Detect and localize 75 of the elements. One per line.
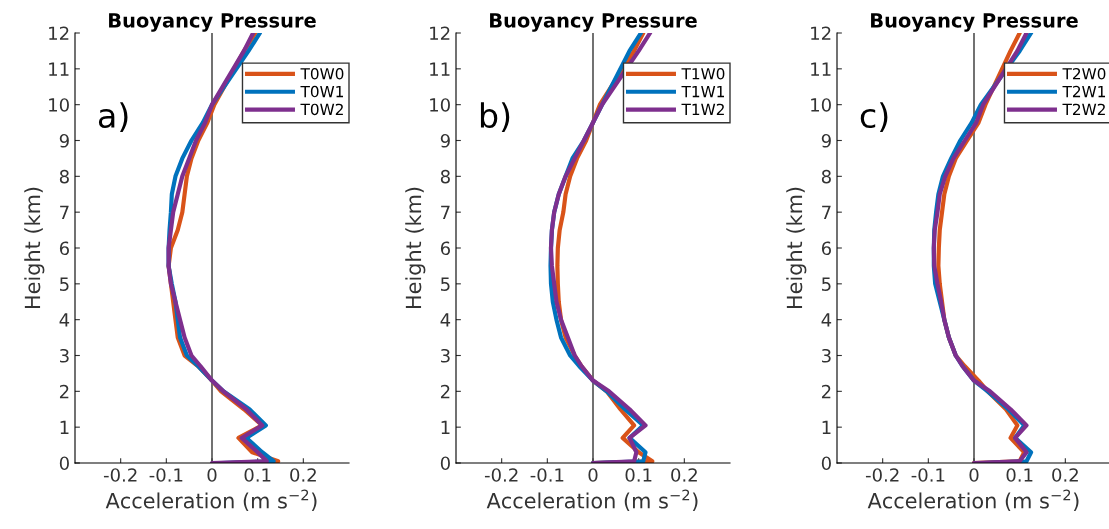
x-tick-label: 0.1: [244, 468, 271, 482]
y-axis-title: Height (km): [405, 187, 426, 309]
x-axis-title: Acceleration (m s$^{−2}$): [867, 489, 1079, 512]
y-tick-label: 8: [821, 169, 831, 184]
chart-title: Buoyancy Pressure: [109, 13, 316, 32]
y-tick-label: 8: [440, 169, 450, 184]
y-tick-label: 0: [59, 456, 69, 471]
y-tick-label: 4: [440, 313, 451, 327]
x-tick-label: 0: [588, 468, 598, 482]
x-tick-label: 0: [207, 468, 217, 482]
x-axis-title: Acceleration (m s$^{−2}$): [105, 489, 317, 512]
x-tick-label: 0.2: [1052, 468, 1078, 482]
legend-label: T1W0: [681, 67, 725, 80]
y-tick-label: 12: [49, 26, 69, 40]
y-tick-label: 7: [822, 205, 831, 220]
y-tick-label: 1: [441, 420, 450, 435]
x-tick-label: 0: [969, 468, 979, 482]
legend-label: T0W2: [300, 103, 343, 116]
y-tick-label: 6: [59, 241, 69, 256]
y-tick-label: 6: [440, 241, 450, 256]
y-tick-label: 8: [59, 169, 69, 184]
legend-label: T1W1: [681, 86, 725, 98]
legend-label: T2W1: [1062, 85, 1106, 98]
x-tick-label: -0.2: [484, 468, 518, 482]
y-tick-label: 0: [821, 456, 831, 471]
legend-label: T0W0: [300, 67, 344, 80]
legend-label: T0W1: [300, 85, 344, 98]
chart-title: Buoyancy Pressure: [490, 13, 697, 32]
y-tick-label: 3: [60, 348, 69, 363]
y-tick-label: 12: [430, 26, 450, 40]
y-tick-label: 9: [59, 133, 69, 148]
y-tick-label: 5: [441, 277, 450, 291]
y-tick-label: 9: [440, 133, 450, 148]
legend-label: T2W0: [1062, 67, 1106, 80]
y-tick-label: 2: [440, 384, 450, 399]
x-tick-label: 0.2: [671, 468, 697, 482]
y-tick-label: 10: [49, 98, 69, 112]
y-tick-label: 1: [60, 420, 69, 435]
chart-title: Buoyancy Pressure: [871, 13, 1078, 32]
y-tick-label: 1: [822, 420, 831, 435]
y-tick-label: 11: [49, 62, 69, 76]
y-tick-label: 2: [821, 384, 831, 399]
legend-label: T1W2: [681, 103, 724, 115]
x-tick-label: -0.2: [103, 468, 137, 482]
y-tick-label: 5: [822, 277, 831, 291]
annotation: a): [98, 102, 128, 132]
legend-label: T2W2: [1062, 103, 1105, 115]
annotation: c): [860, 102, 888, 132]
y-tick-label: 4: [59, 313, 70, 327]
x-tick-label: 0.1: [1006, 468, 1033, 482]
x-tick-label: 0.1: [625, 468, 652, 482]
y-tick-label: 7: [441, 205, 450, 220]
annotation: b): [480, 102, 510, 132]
y-axis-title: Height (km): [24, 187, 45, 309]
x-tick-label: -0.1: [530, 468, 564, 482]
y-axis-title: Height (km): [786, 187, 807, 309]
x-tick-label: -0.2: [865, 468, 899, 482]
y-tick-label: 6: [821, 241, 831, 256]
y-tick-label: 3: [441, 348, 450, 363]
y-tick-label: 11: [811, 62, 831, 76]
y-tick-label: 12: [811, 26, 831, 40]
x-tick-label: -0.1: [149, 468, 183, 482]
y-tick-label: 11: [430, 62, 450, 76]
y-tick-label: 3: [822, 348, 831, 363]
y-tick-label: 10: [430, 98, 450, 112]
y-tick-label: 10: [811, 98, 831, 112]
y-tick-label: 4: [821, 313, 832, 327]
y-tick-label: 2: [59, 384, 69, 399]
x-axis-title: Acceleration (m s$^{−2}$): [486, 489, 698, 512]
y-tick-label: 9: [821, 133, 831, 148]
y-tick-label: 7: [60, 205, 69, 220]
y-tick-label: 5: [60, 277, 69, 291]
y-tick-label: 0: [440, 456, 450, 471]
x-tick-label: -0.1: [911, 468, 945, 482]
x-tick-label: 0.2: [290, 468, 316, 482]
